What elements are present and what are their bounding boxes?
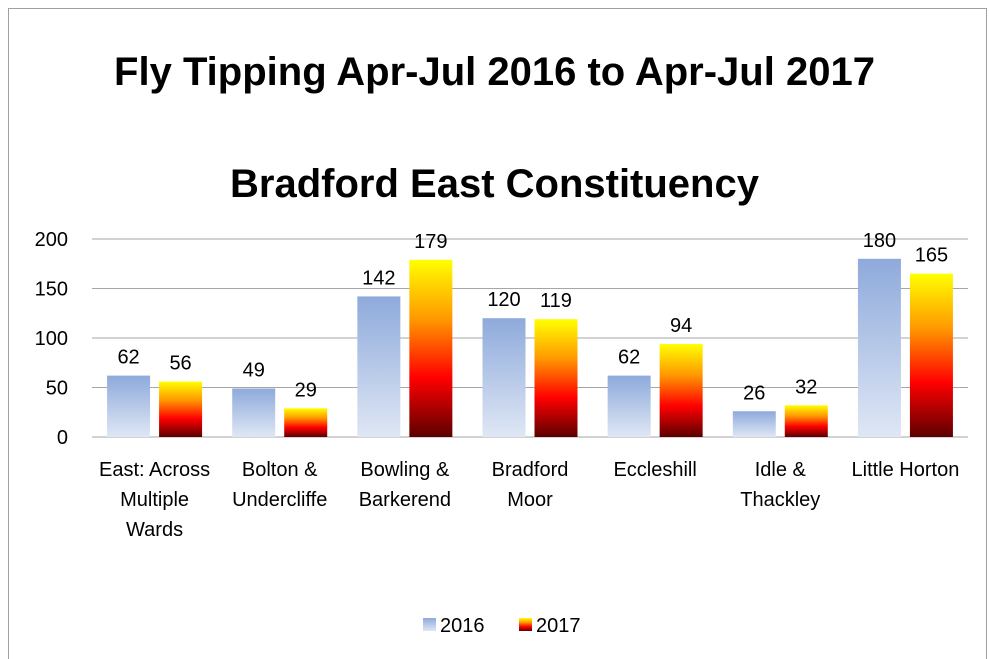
bar xyxy=(857,258,901,437)
data-label: 94 xyxy=(670,315,692,337)
bar xyxy=(659,343,703,437)
legend-label: 2017 xyxy=(536,615,581,637)
data-label: 120 xyxy=(487,289,520,311)
data-label: 26 xyxy=(743,382,765,404)
data-label: 29 xyxy=(295,379,317,401)
chart-title: Fly Tipping Apr-Jul 2016 to Apr-Jul 2017 xyxy=(114,50,875,94)
bar xyxy=(159,381,203,437)
chart-frame xyxy=(8,8,987,659)
bar xyxy=(607,375,651,437)
data-label: 49 xyxy=(243,359,265,381)
bar xyxy=(357,296,401,437)
data-label: 56 xyxy=(169,353,191,375)
data-label: 119 xyxy=(540,290,572,312)
legend-swatch xyxy=(519,618,532,631)
x-tick-label: Bolton & Undercliffe xyxy=(232,459,328,511)
x-tick-label: Little Horton xyxy=(851,459,960,481)
bar xyxy=(482,318,526,437)
y-tick-label: 150 xyxy=(35,279,68,301)
legend-label: 2016 xyxy=(440,615,485,637)
x-tick-label: East: Across Multiple Wards xyxy=(98,459,211,541)
data-label: 62 xyxy=(618,347,640,369)
x-tick-label: Bowling & Barkerend xyxy=(358,459,451,511)
bar xyxy=(232,388,276,437)
bar xyxy=(534,319,578,437)
y-tick-label: 50 xyxy=(46,378,68,400)
bar xyxy=(284,408,328,437)
data-label: 180 xyxy=(863,230,896,252)
bar xyxy=(409,259,453,437)
chart-subtitle: Bradford East Constituency xyxy=(230,162,759,206)
x-tick-label: Bradford Moor xyxy=(491,459,569,511)
y-tick-label: 0 xyxy=(57,427,68,449)
bar xyxy=(107,375,151,437)
x-tick-label: Eccleshill xyxy=(613,459,697,481)
x-tick-label: Idle & Thackley xyxy=(740,459,821,511)
data-label: 165 xyxy=(915,245,948,267)
y-tick-label: 100 xyxy=(35,328,68,350)
bar xyxy=(784,405,828,437)
bar xyxy=(909,273,953,437)
data-label: 32 xyxy=(795,376,817,398)
data-label: 179 xyxy=(414,231,447,253)
data-label: 62 xyxy=(117,347,139,369)
legend-swatch xyxy=(423,618,436,631)
bar xyxy=(732,411,776,437)
data-label: 142 xyxy=(362,267,395,289)
y-tick-label: 200 xyxy=(35,229,68,251)
